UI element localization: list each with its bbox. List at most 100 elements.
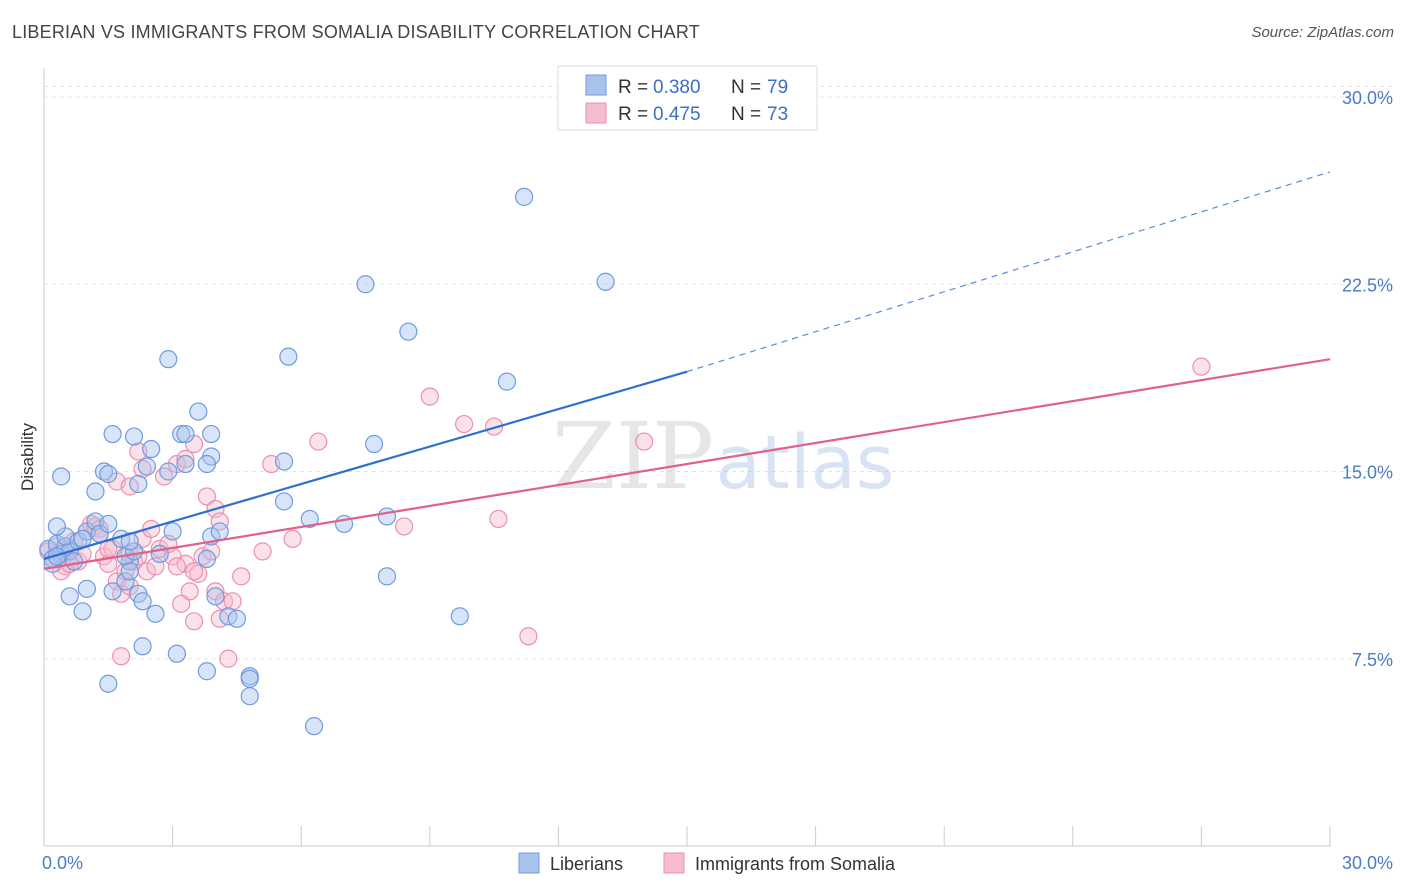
liberian-point <box>133 637 152 656</box>
liberian-point <box>300 509 319 529</box>
liberian-point <box>159 462 178 481</box>
watermark-zip: ZIP <box>552 403 714 510</box>
y-tick-label: 30.0% <box>1342 88 1393 108</box>
somalia-point <box>635 432 654 451</box>
liberian-point <box>399 322 418 341</box>
somalia-point <box>253 542 272 561</box>
legend-swatch-somalia <box>585 102 607 124</box>
liberian-point <box>99 674 118 693</box>
y-tick-label: 15.0% <box>1342 463 1393 483</box>
liberian-point <box>159 350 178 369</box>
somalia-point <box>184 562 204 581</box>
legend-liberian-r-label: R = <box>618 77 648 98</box>
trend-lines <box>43 171 1331 570</box>
liberian-point <box>73 602 92 621</box>
liberian-point <box>52 467 71 486</box>
liberian-point <box>197 662 216 681</box>
liberian-point <box>137 457 156 476</box>
legend: R = 0.380 N = 79 R = 0.475 N = 73 <box>557 65 818 131</box>
x-tick-label-max: 30.0% <box>1342 853 1393 873</box>
bottom-legend-liberian-label: Liberians <box>550 854 623 874</box>
liberian-point <box>377 567 397 586</box>
liberian-point <box>60 587 79 606</box>
y-tick-label: 7.5% <box>1352 650 1393 670</box>
liberian-point <box>356 275 375 294</box>
x-tick-marks <box>43 826 1331 846</box>
legend-liberian-n-label: N = <box>731 77 761 98</box>
somalia-point <box>232 567 251 586</box>
legend-liberian-r-value: 0.380 <box>653 77 701 98</box>
liberian-point <box>146 604 165 623</box>
liberian-point <box>197 549 216 568</box>
liberian-point <box>377 507 397 526</box>
somalia-point <box>197 487 216 506</box>
somalia-point <box>223 592 242 611</box>
y-tick-label: 22.5% <box>1342 275 1393 295</box>
liberian-trend-line <box>43 370 688 560</box>
liberian-point <box>86 482 105 501</box>
chart-title: LIBERIAN VS IMMIGRANTS FROM SOMALIA DISA… <box>12 22 700 42</box>
somalia-point <box>176 449 195 469</box>
legend-somalia-r-value: 0.475 <box>653 104 701 125</box>
somalia-point <box>420 387 439 406</box>
liberian-point <box>172 424 191 444</box>
somalia-point <box>394 517 414 536</box>
liberian-point <box>240 687 259 706</box>
somalia-point <box>210 512 229 531</box>
liberian-point <box>99 514 118 534</box>
somalia-point <box>485 417 504 436</box>
somalia-point <box>489 509 508 529</box>
liberian-point <box>116 572 135 591</box>
legend-somalia-n-value: 73 <box>767 104 788 125</box>
somalia-point <box>1192 357 1211 376</box>
somalia-point <box>454 414 474 434</box>
somalia-point <box>180 582 199 601</box>
liberian-trend-line-extension <box>686 171 1331 373</box>
liberian-point <box>497 372 517 391</box>
liberian-point <box>133 592 152 611</box>
liberian-point <box>210 522 229 541</box>
somalia-point <box>172 594 191 613</box>
liberian-point <box>77 579 96 598</box>
liberian-point <box>103 582 122 601</box>
legend-liberian-n-value: 79 <box>767 77 788 98</box>
somalia-point <box>112 647 131 666</box>
liberian-point <box>515 187 534 206</box>
liberian-point <box>206 587 225 606</box>
y-axis-label: Disability <box>18 422 37 491</box>
somalia-point <box>309 432 328 451</box>
liberian-point <box>274 492 294 511</box>
somalia-point <box>219 649 238 668</box>
somalia-point <box>184 612 204 631</box>
liberian-point <box>450 607 469 626</box>
bottom-legend-swatch-somalia <box>663 852 685 874</box>
watermark-atlas: atlas <box>716 420 895 506</box>
liberian-point <box>103 424 122 444</box>
liberian-point <box>99 464 118 484</box>
liberian-point <box>47 517 66 536</box>
liberian-point <box>124 427 144 446</box>
liberian-point <box>129 474 148 494</box>
somalia-trend-line <box>43 358 1331 570</box>
somalia-point <box>142 519 161 539</box>
liberian-point <box>202 424 221 444</box>
liberian-point <box>240 669 259 688</box>
bottom-legend: Liberians Immigrants from Somalia <box>518 852 896 874</box>
liberian-point <box>197 454 216 474</box>
liberian-point <box>274 452 294 471</box>
liberian-point <box>47 547 66 566</box>
liberian-point <box>279 347 298 366</box>
somalia-point <box>167 557 186 576</box>
liberian-point <box>304 717 324 736</box>
legend-swatch-liberian <box>585 74 607 96</box>
liberian-point <box>64 552 84 571</box>
bottom-legend-swatch-liberian <box>518 852 540 874</box>
bottom-legend-somalia-label: Immigrants from Somalia <box>695 854 896 874</box>
liberian-point <box>167 644 186 663</box>
chart-source: Source: ZipAtlas.com <box>1251 24 1394 41</box>
liberian-point <box>176 424 195 444</box>
legend-somalia-n-label: N = <box>731 104 761 125</box>
liberian-point <box>142 439 161 459</box>
liberian-point <box>176 454 195 474</box>
